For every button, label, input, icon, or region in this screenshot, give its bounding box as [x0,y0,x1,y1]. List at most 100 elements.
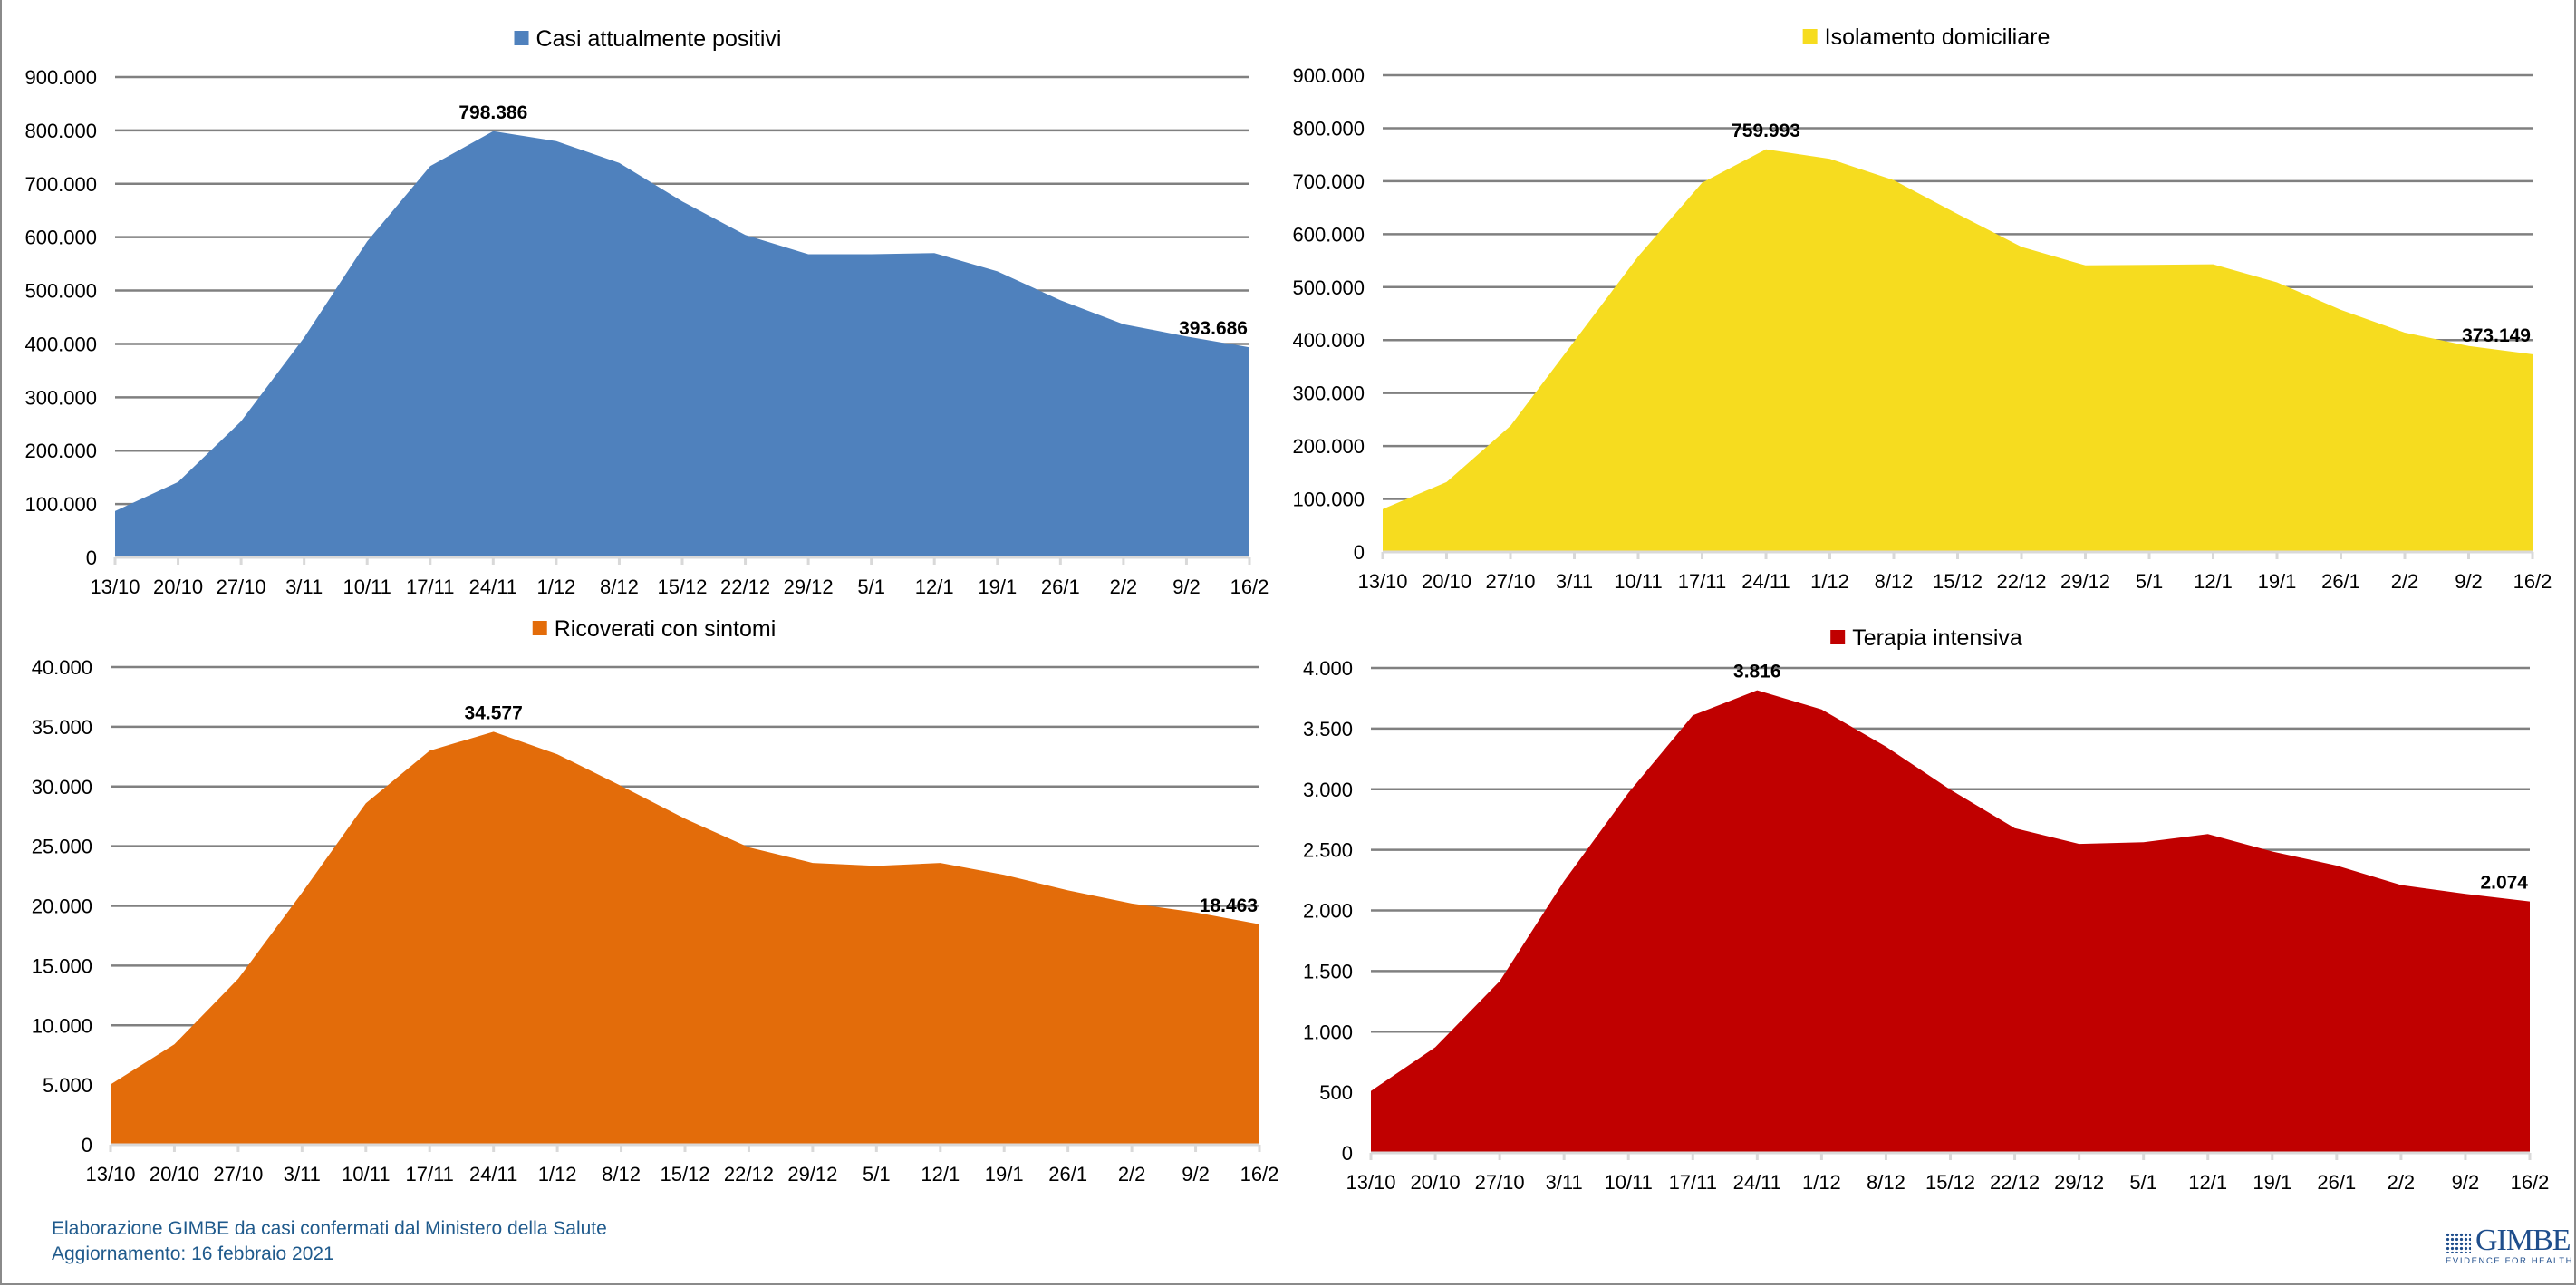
x-tick-label: 8/12 [600,576,639,598]
y-tick-label: 1.000 [1303,1021,1353,1043]
y-tick-label: 25.000 [32,836,92,858]
gimbe-logo-wordmark: GIMBE [2475,1224,2571,1257]
area-series-ricoverati-con-sintomi [111,731,1259,1145]
x-tick-label: 5/1 [2136,570,2164,593]
y-tick-label: 2.000 [1303,900,1353,923]
x-tick-label: 19/1 [2253,1171,2291,1194]
x-tick-label: 1/12 [538,1163,577,1185]
legend-swatch-icon [532,621,547,635]
x-tick-label: 9/2 [1182,1163,1210,1185]
y-tick-label: 200.000 [1292,435,1365,458]
x-tick-label: 15/12 [660,1163,709,1185]
x-tick-label: 10/11 [1605,1171,1653,1194]
y-tick-label: 1.500 [1303,960,1353,982]
x-tick-label: 19/1 [2258,570,2297,593]
area-series-isolamento-domiciliare [1383,149,2533,553]
x-tick-label: 1/12 [536,576,575,598]
y-tick-label: 2.500 [1303,839,1353,862]
x-tick-label: 26/1 [2317,1171,2356,1194]
data-label: 18.463 [1200,895,1258,916]
x-tick-label: 27/10 [213,1163,263,1185]
chart-ricoverati-con-sintomi: 0 5.000 10.000 15.000 20.000 25.000 30.000 35.0… [32,616,1279,1185]
data-label: 34.577 [465,702,523,723]
x-tick-label: 20/10 [1411,1171,1461,1194]
x-tick-label: 24/11 [1741,570,1790,593]
x-tick-label: 12/1 [921,1163,960,1185]
x-tick-label: 3/11 [284,1163,321,1185]
x-tick-label: 16/2 [1230,576,1269,598]
x-tick-label: 24/11 [1733,1171,1781,1194]
x-tick-label: 24/11 [469,576,517,598]
legend-label: Isolamento domiciliare [1825,24,2050,50]
x-tick-label: 17/11 [1669,1171,1717,1194]
x-tick-label: 17/11 [406,1163,454,1185]
data-label: 3.816 [1733,662,1781,682]
y-tick-label: 300.000 [24,386,97,409]
x-tick-label: 16/2 [1240,1163,1279,1185]
legend-swatch-icon [1830,630,1846,644]
legend-swatch-icon [514,31,529,45]
x-tick-label: 5/1 [857,576,885,598]
chart-isolamento-domiciliare: 0 100.000 200.000 300.000 400.000 500.000 600.… [1292,24,2552,593]
legend-swatch-icon [1802,29,1818,44]
x-tick-label: 19/1 [985,1163,1024,1185]
x-tick-label: 1/12 [1810,570,1849,593]
y-tick-label: 4.000 [1303,657,1353,680]
x-tick-label: 5/1 [863,1163,891,1185]
x-tick-label: 29/12 [2060,570,2110,593]
y-tick-label: 100.000 [24,493,97,516]
x-tick-label: 8/12 [602,1163,641,1185]
x-tick-label: 22/12 [1996,570,2046,593]
chart-casi-attualmente-positivi: 0 100.000 200.000 300.000 400.000 500.000 600.… [24,26,1269,598]
y-tick-label: 3.500 [1303,718,1353,740]
x-tick-label: 5/1 [2129,1171,2157,1194]
y-tick-label: 600.000 [24,227,97,249]
y-tick-label: 500 [1319,1081,1353,1104]
gimbe-logo-grid-icon [2446,1233,2471,1253]
x-tick-label: 9/2 [1172,576,1201,598]
x-tick-label: 15/12 [1933,570,1983,593]
y-tick-label: 200.000 [24,440,97,462]
gimbe-logo-tagline: EVIDENCE FOR HEALTH [2446,1256,2574,1266]
x-tick-label: 8/12 [1867,1171,1905,1194]
x-tick-label: 13/10 [85,1163,135,1185]
legend-label: Casi attualmente positivi [536,26,782,52]
y-tick-label: 35.000 [32,716,92,739]
y-tick-label: 500.000 [1292,276,1365,299]
x-tick-label: 20/10 [150,1163,199,1185]
x-tick-label: 3/11 [1546,1171,1583,1194]
x-tick-label: 29/12 [2054,1171,2104,1194]
x-tick-label: 2/2 [1118,1163,1146,1185]
y-tick-label: 3.000 [1303,779,1353,801]
x-tick-label: 20/10 [1422,570,1471,593]
y-tick-label: 800.000 [24,120,97,142]
y-tick-label: 5.000 [43,1074,92,1097]
y-tick-label: 40.000 [32,656,92,679]
area-series-terapia-intensiva [1371,690,2530,1153]
x-tick-label: 12/1 [2194,570,2233,593]
x-tick-label: 10/11 [342,1163,390,1185]
x-tick-label: 9/2 [2455,570,2483,593]
data-label: 798.386 [458,102,527,123]
y-tick-label: 700.000 [24,173,97,196]
x-tick-label: 27/10 [1485,570,1535,593]
x-tick-label: 27/10 [1475,1171,1525,1194]
x-tick-label: 2/2 [2388,1171,2416,1194]
y-tick-label: 700.000 [1292,170,1365,193]
chart-terapia-intensiva: 0 500 1.000 1.500 2.000 2.500 3.000 3.500 4.000 1… [1303,625,2549,1194]
x-tick-label: 26/1 [2321,570,2360,593]
y-tick-label: 100.000 [1292,489,1365,511]
x-tick-label: 10/11 [1614,570,1662,593]
y-tick-label: 20.000 [32,895,92,918]
y-tick-label: 900.000 [24,66,97,89]
y-tick-label: 500.000 [24,280,97,303]
y-tick-label: 10.000 [32,1014,92,1037]
footer-source: Elaborazione GIMBE da casi confermati da… [52,1218,607,1239]
y-tick-label: 0 [1342,1142,1353,1165]
x-tick-label: 12/1 [2188,1171,2227,1194]
y-tick-label: 30.000 [32,776,92,798]
x-tick-label: 10/11 [343,576,391,598]
x-tick-label: 27/10 [217,576,266,598]
data-label: 373.149 [2462,325,2531,346]
y-tick-label: 0 [82,1134,92,1156]
